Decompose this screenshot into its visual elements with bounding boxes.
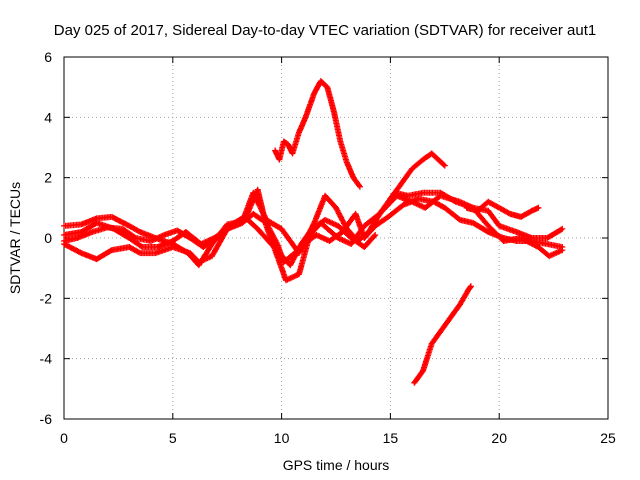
series-track-5 xyxy=(272,78,363,190)
x-axis-label: GPS time / hours xyxy=(283,457,390,473)
series-track-8 xyxy=(463,198,542,220)
series-track-3 xyxy=(61,195,566,266)
data-points xyxy=(61,78,566,386)
x-tick-label: 10 xyxy=(274,430,290,446)
x-tick-label: 25 xyxy=(600,430,616,446)
y-tick-label: 2 xyxy=(44,170,52,186)
series-markers xyxy=(61,195,566,266)
series-markers xyxy=(387,150,448,202)
series-markers xyxy=(411,283,474,386)
axis-ticks: 0 5 10 15 20 25 -6 -4 -2 0 2 4 6 xyxy=(40,49,616,446)
x-tick-label: 5 xyxy=(169,430,177,446)
series-track-7 xyxy=(411,283,474,386)
y-tick-label: 4 xyxy=(44,109,52,125)
y-tick-label: -2 xyxy=(40,290,53,306)
series-markers xyxy=(463,198,542,220)
y-tick-label: 6 xyxy=(44,49,52,65)
y-tick-label: 0 xyxy=(44,230,52,246)
series-markers xyxy=(61,213,379,269)
x-tick-label: 15 xyxy=(383,430,399,446)
x-tick-label: 0 xyxy=(60,430,68,446)
y-axis-label: SDTVAR / TECUs xyxy=(7,182,23,294)
x-tick-label: 20 xyxy=(491,430,507,446)
series-track-6 xyxy=(387,150,448,202)
y-tick-label: -6 xyxy=(40,411,53,427)
y-tick-label: -4 xyxy=(40,351,53,367)
series-markers xyxy=(272,78,363,190)
series-track-4 xyxy=(61,213,379,269)
chart-title: Day 025 of 2017, Sidereal Day-to-day VTE… xyxy=(54,22,596,39)
